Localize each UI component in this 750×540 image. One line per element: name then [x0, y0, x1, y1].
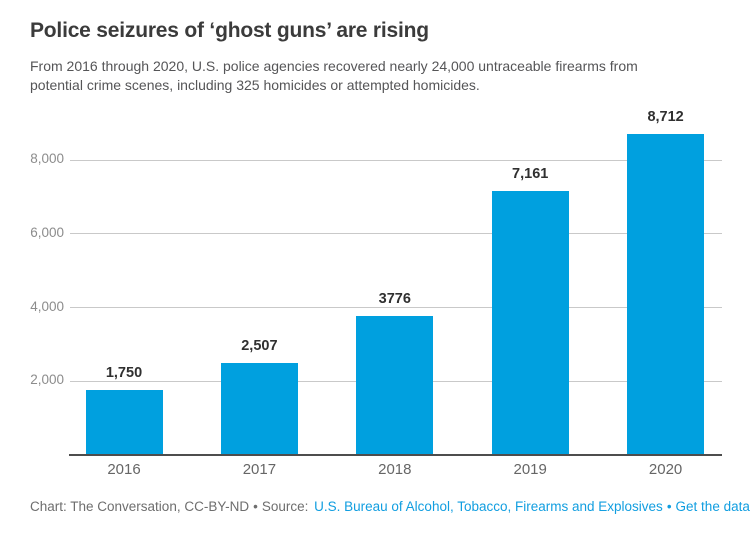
- x-tick-label: 2016: [107, 461, 141, 478]
- footer-separator-dot-blue: •: [666, 499, 672, 514]
- x-tick-label: 2020: [648, 461, 683, 478]
- bar: [356, 315, 434, 455]
- bar: [627, 133, 705, 455]
- bar-value-label: 7,161: [512, 165, 549, 182]
- x-axis-line: [69, 453, 722, 456]
- gridline: [70, 233, 722, 235]
- chart-footer: Chart: The Conversation, CC-BY-ND • Source…: [30, 499, 750, 514]
- x-tick-label: 2019: [513, 461, 547, 478]
- chart-subtitle: From 2016 through 2020, U.S. police agen…: [30, 58, 638, 93]
- chart-title: Police seizures of ‘ghost guns’ are risi…: [30, 19, 429, 42]
- gridline: [70, 159, 722, 161]
- x-tick-label: 2017: [242, 461, 277, 478]
- bar-value-label: 8,712: [647, 108, 684, 125]
- y-tick-label: 8,000: [30, 151, 64, 166]
- footer-separator-dot: •: [253, 499, 258, 514]
- gridline: [70, 307, 722, 308]
- source-label: Source:: [261, 499, 309, 514]
- y-tick-label: 2,000: [30, 372, 64, 388]
- get-data-link[interactable]: Get the data: [675, 499, 750, 514]
- bar-value-label: 1,750: [105, 365, 143, 382]
- source-link[interactable]: U.S. Bureau of Alcohol, Tobacco, Firearm…: [314, 499, 663, 514]
- bar-value-label: 2,507: [241, 337, 278, 354]
- y-tick-label: 4,000: [30, 298, 64, 314]
- bar: [85, 390, 163, 455]
- chart-credit: Chart: The Conversation, CC-BY-ND: [30, 499, 250, 514]
- x-tick-label: 2018: [378, 461, 412, 478]
- y-tick-label: 6,000: [30, 224, 64, 240]
- bar: [491, 190, 569, 455]
- bar: [220, 362, 298, 455]
- bar-value-label: 3776: [378, 290, 411, 307]
